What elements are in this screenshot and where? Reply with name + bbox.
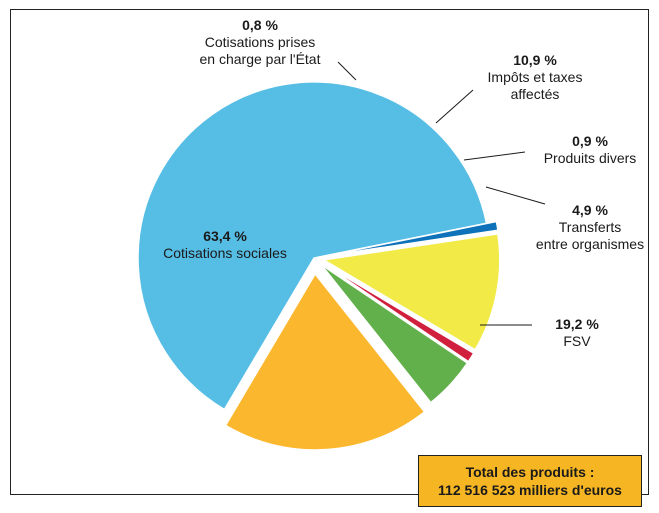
value-label: 19,2 %	[555, 316, 599, 332]
slice-name: Transferts	[558, 219, 622, 235]
slice-name: FSV	[563, 333, 591, 349]
value-label: 0,8 %	[242, 17, 278, 33]
total-value: 112 516 523 milliers d'euros	[438, 482, 622, 498]
slice-name: Impôts et taxes	[487, 69, 583, 85]
slice-cotisations-etat	[323, 220, 499, 258]
chart-frame	[10, 9, 649, 495]
total-annotation: Total des produits : 112 516 523 millier…	[418, 455, 642, 507]
value-label: 4,9 %	[572, 202, 608, 218]
leader-transferts	[485, 186, 546, 205]
slice-fsv	[224, 272, 426, 451]
slice-impots-taxes	[321, 233, 501, 351]
label-cotisations-etat: 0,8 % Cotisations prises en charge par l…	[180, 17, 340, 68]
slice-produits-divers	[322, 262, 475, 363]
value-label: 0,9 %	[572, 133, 608, 149]
slice-name: Cotisations sociales	[163, 245, 287, 261]
slice-name: Cotisations prises	[204, 34, 316, 50]
label-fsv: 19,2 % FSV	[532, 316, 622, 350]
label-impots-taxes: 10,9 % Impôts et taxes affectés	[460, 52, 610, 103]
slice-name: affectés	[510, 86, 560, 102]
label-produits-divers: 0,9 % Produits divers	[520, 133, 659, 167]
leader-impots-taxes	[435, 89, 474, 124]
slice-name: entre organismes	[535, 236, 645, 252]
value-label: 10,9 %	[513, 52, 557, 68]
slice-transferts	[320, 264, 469, 404]
slice-cotisations-sociales	[137, 81, 488, 411]
label-cotisations-sociales: 63,4 % Cotisations sociales	[150, 228, 300, 262]
slice-name: en charge par l'État	[199, 51, 321, 67]
leader-produits-divers	[463, 151, 526, 161]
label-transferts: 4,9 % Transferts entre organismes	[520, 202, 659, 253]
slice-name: Produits divers	[543, 150, 637, 166]
leader-cotisations-etat	[337, 61, 357, 81]
value-label: 63,4 %	[203, 228, 247, 244]
total-title: Total des produits :	[465, 464, 595, 480]
